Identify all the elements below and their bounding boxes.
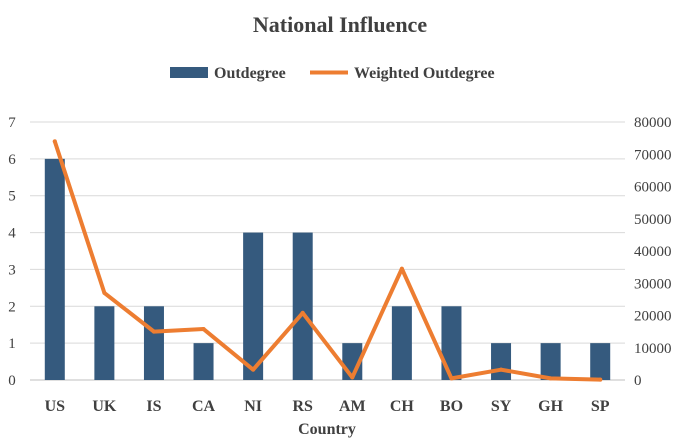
line-point <box>449 376 454 381</box>
y-tick-label: 1 <box>8 336 16 352</box>
y2-tick-label: 40000 <box>634 244 672 260</box>
x-tick-label: AM <box>339 398 366 415</box>
bar <box>44 158 65 380</box>
line-point <box>201 327 206 332</box>
bar <box>491 343 512 380</box>
x-axis-ticks: US UK IS CA NI RS AM CH BO SY GH SP <box>45 398 610 415</box>
legend-label-weighted-outdegree: Weighted Outdegree <box>354 65 495 82</box>
x-tick-label: GH <box>538 398 563 415</box>
bar <box>243 232 264 380</box>
x-axis-label: Country <box>298 421 356 438</box>
bar <box>441 306 462 380</box>
y2-tick-label: 50000 <box>634 212 672 228</box>
x-tick-label: CH <box>390 398 415 415</box>
x-tick-label: NI <box>244 398 262 415</box>
y-tick-label: 4 <box>8 226 16 242</box>
bar <box>94 306 115 380</box>
legend-swatch-outdegree <box>170 67 208 78</box>
legend: Outdegree Weighted Outdegree <box>170 65 495 82</box>
chart-title: National Influence <box>253 12 427 37</box>
line-point <box>300 310 305 315</box>
series-line <box>52 139 603 382</box>
x-tick-label: BO <box>440 398 463 415</box>
y2-tick-label: 20000 <box>634 309 672 325</box>
line-point <box>102 290 107 295</box>
y-tick-label: 2 <box>8 299 16 315</box>
x-tick-label: RS <box>292 398 313 415</box>
y-tick-label: 3 <box>8 262 16 278</box>
line-point <box>251 367 256 372</box>
bar <box>193 343 214 380</box>
y-tick-label: 6 <box>8 152 16 168</box>
line-point <box>151 329 156 334</box>
x-tick-label: SY <box>491 398 512 415</box>
bar <box>540 343 561 380</box>
y2-tick-label: 0 <box>634 373 642 389</box>
line-point <box>399 266 404 271</box>
y-axis-left-ticks: 0 1 2 3 4 5 6 7 <box>8 115 16 389</box>
line-point <box>548 376 553 381</box>
y2-tick-label: 10000 <box>634 341 672 357</box>
bar <box>590 343 611 380</box>
line-point <box>499 367 504 372</box>
legend-label-outdegree: Outdegree <box>214 65 286 82</box>
y-axis-right-ticks: 0 10000 20000 30000 40000 50000 60000 70000 8000… <box>634 115 672 389</box>
bar <box>292 232 313 380</box>
line-point <box>52 139 57 144</box>
x-tick-label: UK <box>92 398 117 415</box>
bar <box>143 306 164 380</box>
y2-tick-label: 80000 <box>634 115 672 131</box>
bar-series-outdegree <box>44 158 611 380</box>
y-tick-label: 7 <box>8 115 16 131</box>
line-point <box>350 375 355 380</box>
y2-tick-label: 70000 <box>634 147 672 163</box>
line-series-weighted-outdegree <box>52 139 603 382</box>
x-tick-label: SP <box>591 398 610 415</box>
x-tick-label: US <box>45 398 66 415</box>
y-tick-label: 5 <box>8 189 16 205</box>
y-tick-label: 0 <box>8 373 16 389</box>
grid-lines <box>30 121 625 381</box>
bar <box>391 306 412 380</box>
x-tick-label: CA <box>192 398 216 415</box>
line-point <box>598 377 603 382</box>
y2-tick-label: 30000 <box>634 276 672 292</box>
y2-tick-label: 60000 <box>634 180 672 196</box>
x-tick-label: IS <box>146 398 161 415</box>
